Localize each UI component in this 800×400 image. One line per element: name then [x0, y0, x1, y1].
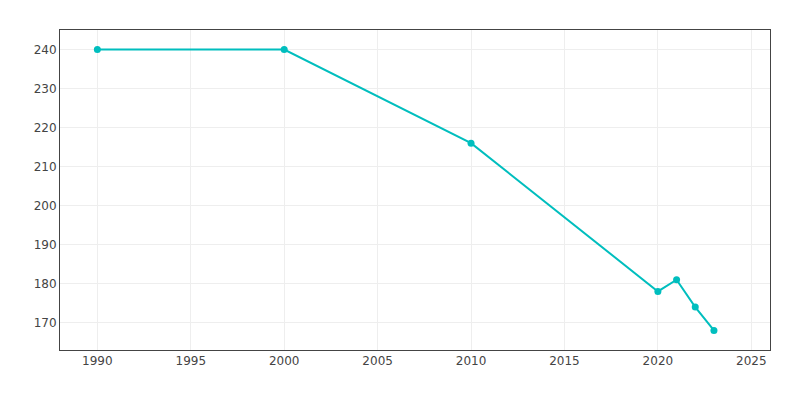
svg-text:190: 190 — [34, 238, 57, 252]
svg-text:230: 230 — [34, 82, 57, 96]
svg-text:240: 240 — [34, 43, 57, 57]
svg-text:2005: 2005 — [362, 354, 393, 368]
svg-text:170: 170 — [34, 316, 57, 330]
svg-text:200: 200 — [34, 199, 57, 213]
svg-text:2010: 2010 — [456, 354, 487, 368]
svg-text:2020: 2020 — [643, 354, 674, 368]
svg-text:220: 220 — [34, 121, 57, 135]
svg-text:2025: 2025 — [736, 354, 767, 368]
svg-text:180: 180 — [34, 277, 57, 291]
svg-text:2015: 2015 — [549, 354, 580, 368]
svg-text:210: 210 — [34, 160, 57, 174]
svg-text:2000: 2000 — [269, 354, 300, 368]
svg-text:1990: 1990 — [82, 354, 113, 368]
svg-text:1995: 1995 — [176, 354, 207, 368]
